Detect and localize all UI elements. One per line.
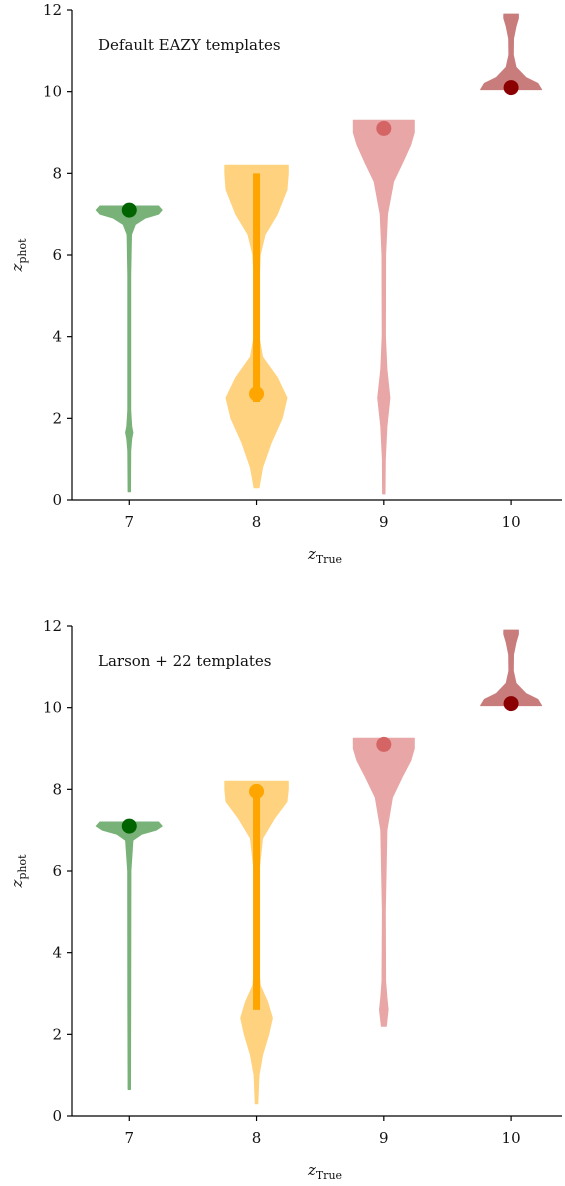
y-tick-label: 12 bbox=[43, 617, 62, 635]
y-axis-label: zphot bbox=[8, 238, 29, 273]
violin-z10 bbox=[480, 629, 543, 707]
y-tick-label: 4 bbox=[52, 328, 62, 346]
x-tick-label: 10 bbox=[502, 513, 521, 531]
x-axis-label: zTrue bbox=[307, 1161, 342, 1182]
y-tick-label: 10 bbox=[43, 83, 62, 101]
violin-z10 bbox=[480, 13, 543, 91]
chart-panel-1: 0 2 4 6 8 10 12 7 8 9 10 Default EAZY templates zTru… bbox=[8, 1, 562, 566]
y-tick-label: 10 bbox=[43, 699, 62, 717]
median-marker-z7 bbox=[121, 818, 137, 834]
y-tick-label: 0 bbox=[52, 491, 62, 509]
x-axis-label: zTrue bbox=[307, 545, 342, 566]
y-tick-label: 2 bbox=[52, 1025, 62, 1043]
y-tick-label: 0 bbox=[52, 1107, 62, 1125]
chart-panel-2: 0 2 4 6 8 10 12 7 8 9 10 Larson + 22 templates zTrue… bbox=[8, 617, 562, 1182]
median-marker-z9 bbox=[376, 736, 392, 752]
violin-z7 bbox=[95, 821, 163, 1090]
x-tick-label: 8 bbox=[252, 1129, 262, 1147]
y-tick-label: 4 bbox=[52, 944, 62, 962]
median-marker-z8 bbox=[249, 386, 265, 402]
x-tick-label: 9 bbox=[379, 513, 389, 531]
median-marker-z9 bbox=[376, 120, 392, 136]
y-axis-label: zphot bbox=[8, 854, 29, 889]
median-marker-z10 bbox=[503, 80, 519, 96]
x-tick-label: 9 bbox=[379, 1129, 389, 1147]
y-tick-label: 6 bbox=[52, 862, 62, 880]
x-tick-label: 8 bbox=[252, 513, 262, 531]
x-tick-label: 10 bbox=[502, 1129, 521, 1147]
y-tick-label: 8 bbox=[52, 164, 62, 182]
y-tick-label: 6 bbox=[52, 246, 62, 264]
violin-z9 bbox=[352, 119, 415, 495]
y-tick-label: 2 bbox=[52, 409, 62, 427]
x-tick-label: 7 bbox=[124, 513, 134, 531]
median-marker-z7 bbox=[121, 202, 137, 218]
panel-title: Larson + 22 templates bbox=[98, 652, 272, 670]
median-marker-z10 bbox=[503, 696, 519, 712]
violin-z7 bbox=[95, 205, 163, 493]
x-tick-label: 7 bbox=[124, 1129, 134, 1147]
panel-title: Default EAZY templates bbox=[98, 36, 281, 54]
median-marker-z8 bbox=[249, 783, 265, 799]
violin-z9 bbox=[352, 737, 415, 1027]
y-tick-label: 8 bbox=[52, 780, 62, 798]
y-tick-label: 12 bbox=[43, 1, 62, 19]
